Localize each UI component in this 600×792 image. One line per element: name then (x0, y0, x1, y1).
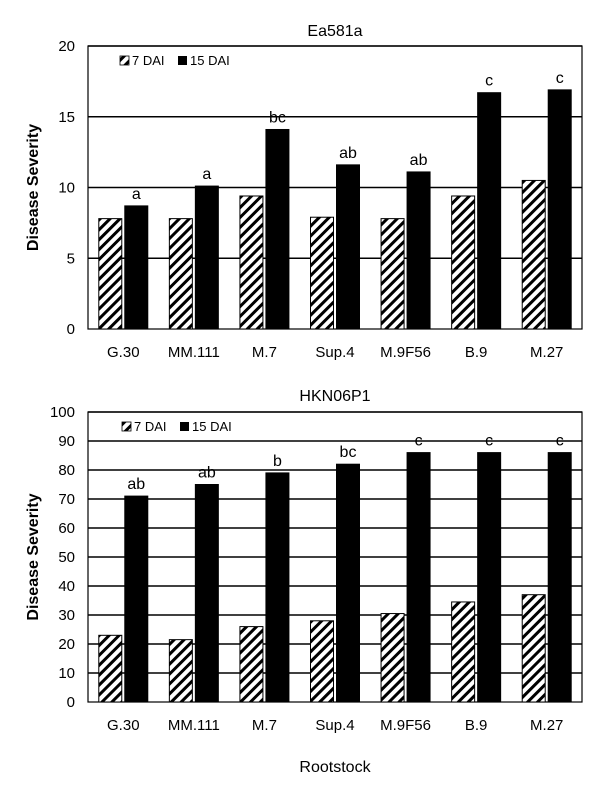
bar-15dai (406, 452, 431, 703)
legend-label-7dai: 7 DAI (134, 419, 167, 434)
legend-swatch-7dai (119, 55, 130, 66)
chart-panel-1: Ea581a 0 5 10 15 20 Disease Severity a G.30 a MM.1… (25, 23, 583, 361)
significance-label: c (485, 433, 493, 450)
y-tick-label: 80 (58, 462, 75, 479)
significance-label: c (485, 73, 493, 90)
y-tick-label: 5 (67, 250, 75, 267)
y-tick-label: 20 (58, 636, 75, 653)
chart-panel-2: HKN06P1 0 10 20 30 40 50 60 70 80 90 100 Disease Sev… (25, 388, 583, 776)
significance-label: ab (127, 476, 145, 493)
bar-15dai (547, 89, 572, 330)
y-axis-label: Disease Severity (25, 124, 42, 251)
significance-label: bc (340, 444, 357, 461)
x-tick-label: MM.111 (168, 344, 220, 361)
bar-7dai (380, 218, 405, 330)
bar-7dai (310, 620, 334, 703)
bar-7dai (451, 195, 476, 330)
y-tick-label: 50 (58, 549, 75, 566)
y-tick-label: 100 (50, 404, 75, 421)
y-axis-label: Disease Severity (25, 493, 42, 620)
bar-15dai (265, 472, 290, 703)
bar-7dai (451, 601, 476, 703)
plot-area (87, 411, 583, 703)
chart-title: Ea581a (307, 23, 362, 40)
legend: 7 DAI 15 DAI (121, 419, 232, 434)
legend-swatch-15dai (180, 422, 189, 431)
x-tick-label: M.9F56 (380, 717, 431, 734)
bar-15dai (265, 128, 290, 330)
x-tick-label: B.9 (465, 344, 488, 361)
y-tick-label: 20 (58, 38, 75, 55)
bar-7dai (98, 634, 123, 703)
bar-7dai (239, 626, 264, 703)
legend-label-7dai: 7 DAI (132, 53, 165, 68)
y-tick-label: 15 (58, 109, 75, 126)
significance-label: ab (198, 465, 216, 482)
y-tick-label: 40 (58, 578, 75, 595)
bar-15dai (124, 205, 149, 330)
x-tick-label: G.30 (107, 717, 140, 734)
bar-15dai (547, 452, 572, 703)
x-tick-label: M.7 (252, 717, 277, 734)
x-tick-label: M.9F56 (380, 344, 431, 361)
bar-15dai (194, 185, 219, 330)
bar-7dai (521, 179, 546, 330)
bar-15dai (336, 164, 360, 330)
plot-area (87, 45, 583, 330)
y-tick-label: 30 (58, 607, 75, 624)
y-tick-label: 10 (58, 180, 75, 197)
bar-15dai (194, 484, 219, 703)
legend-label-15dai: 15 DAI (192, 419, 232, 434)
significance-label: c (556, 70, 564, 87)
y-tick-label: 0 (67, 694, 75, 711)
x-tick-label: Sup.4 (315, 717, 354, 734)
significance-label: ab (339, 145, 357, 162)
bar-7dai (239, 195, 264, 330)
y-tick-label: 0 (67, 321, 75, 338)
x-tick-label: M.7 (252, 344, 277, 361)
significance-label: a (202, 166, 211, 183)
chart-title: HKN06P1 (299, 388, 370, 405)
bar-7dai (168, 639, 193, 703)
bar-15dai (477, 92, 502, 330)
bar-7dai (521, 594, 546, 703)
significance-label: ab (410, 152, 428, 169)
bar-7dai (310, 216, 334, 330)
significance-label: c (556, 433, 564, 450)
x-tick-label: Sup.4 (315, 344, 354, 361)
x-tick-label: B.9 (465, 717, 488, 734)
bar-15dai (406, 171, 431, 330)
bar-15dai (124, 495, 149, 703)
x-tick-label: M.27 (530, 344, 563, 361)
bar-7dai (168, 218, 193, 330)
x-tick-label: M.27 (530, 717, 563, 734)
legend-label-15dai: 15 DAI (190, 53, 230, 68)
bar-15dai (477, 452, 502, 703)
x-tick-label: G.30 (107, 344, 140, 361)
x-axis-label: Rootstock (299, 759, 371, 776)
y-tick-label: 10 (58, 665, 75, 682)
legend-swatch-15dai (178, 56, 187, 65)
y-tick-label: 60 (58, 520, 75, 537)
legend: 7 DAI 15 DAI (119, 53, 230, 68)
bar-15dai (336, 463, 360, 703)
y-tick-label: 70 (58, 491, 75, 508)
x-tick-label: MM.111 (168, 717, 220, 734)
significance-label: bc (269, 109, 286, 126)
legend-swatch-7dai (121, 421, 132, 432)
bar-7dai (380, 613, 405, 703)
significance-label: a (132, 186, 141, 203)
bar-7dai (98, 218, 123, 330)
significance-label: c (415, 433, 423, 450)
y-tick-label: 90 (58, 433, 75, 450)
significance-label: b (273, 453, 282, 470)
